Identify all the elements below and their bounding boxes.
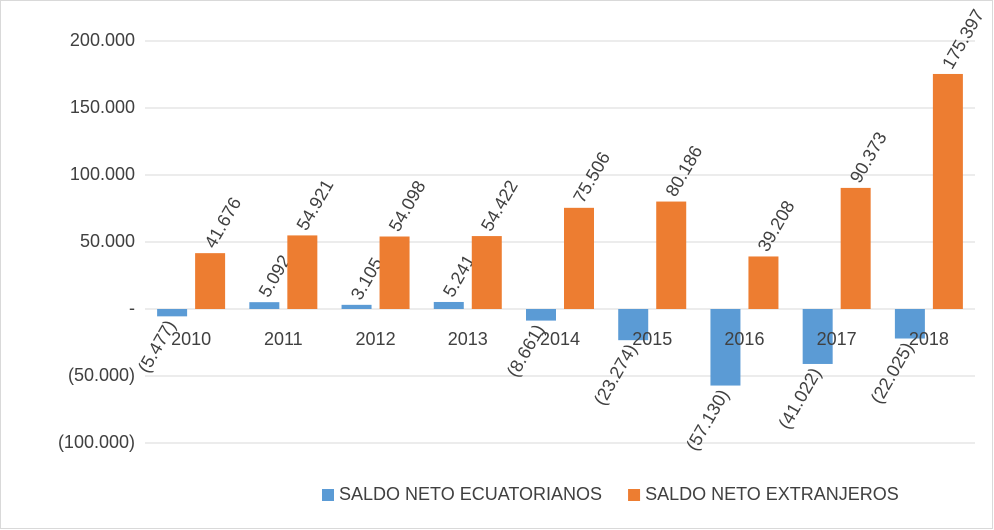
y-tick-label: (50.000) [68,365,135,385]
bar [564,207,594,309]
x-tick-label: 2010 [171,329,211,349]
x-tick-label: 2012 [356,329,396,349]
bar [710,309,741,386]
bar [526,309,556,321]
bar [195,253,226,309]
y-tick-label: 200.000 [70,30,135,50]
bar [287,235,318,309]
bar [433,301,464,309]
x-tick-label: 2013 [448,329,488,349]
y-tick-label: 50.000 [80,231,135,251]
bar [471,236,502,309]
bar [341,304,372,309]
legend-label: SALDO NETO ECUATORIANOS [339,484,602,504]
bar [656,201,687,309]
bar [618,309,649,341]
x-tick-label: 2016 [724,329,764,349]
bar [379,236,410,309]
x-tick-label: 2011 [264,329,303,349]
y-tick-label: 100.000 [70,164,135,184]
x-tick-label: 2015 [632,329,672,349]
y-tick-label: - [129,298,135,318]
y-tick-label: (100.000) [58,432,135,452]
bar [249,302,280,309]
y-tick-label: 150.000 [70,97,135,117]
bar [802,309,833,364]
legend-label: SALDO NETO EXTRANJEROS [645,484,899,504]
legend-swatch [322,489,334,501]
bar [840,187,871,309]
bar [748,256,779,309]
x-tick-label: 2018 [909,329,949,349]
x-tick-label: 2017 [817,329,857,349]
bar [894,309,925,339]
x-tick-label: 2014 [540,329,580,349]
bar [932,73,963,309]
bar [157,309,188,317]
legend-swatch [628,489,641,501]
